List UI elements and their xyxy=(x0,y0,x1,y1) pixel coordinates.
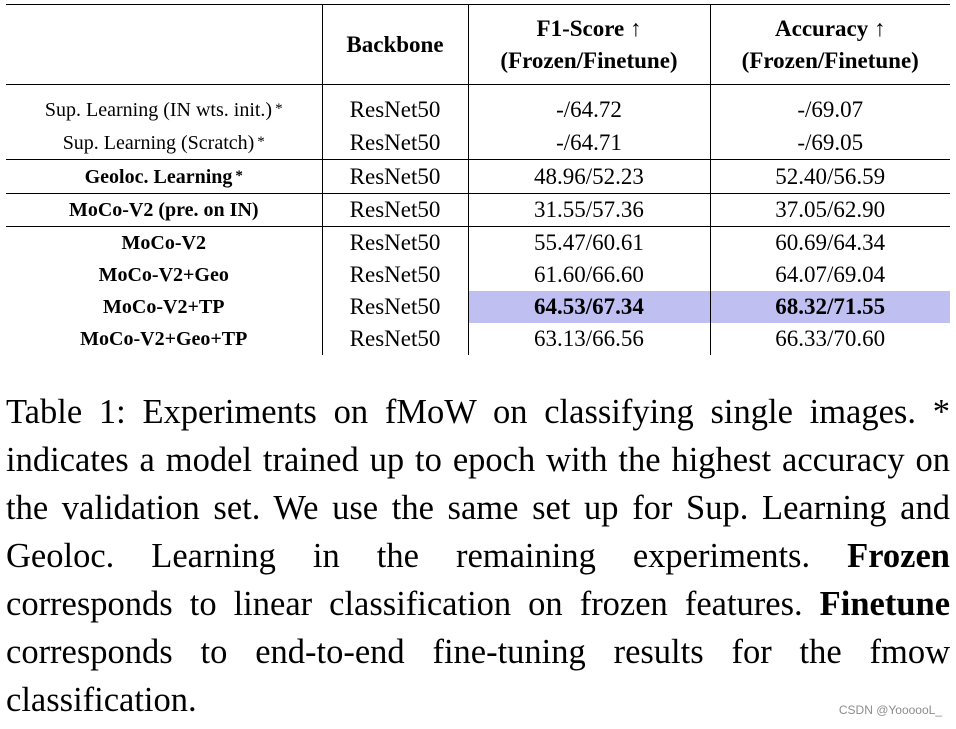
header-f1-score: F1-Score ↑ (Frozen/Finetune) xyxy=(467,4,710,85)
row-accuracy: -/69.05 xyxy=(709,126,950,160)
method-label: Sup. Learning (IN wts. init.) xyxy=(44,99,273,121)
row-backbone: ResNet50 xyxy=(321,259,468,291)
row-backbone: ResNet50 xyxy=(321,291,468,323)
row-backbone: ResNet50 xyxy=(321,93,468,126)
row-method: Geoloc. Learning * xyxy=(6,160,322,194)
method-label: MoCo-V2+Geo xyxy=(98,264,229,286)
row-method: Sup. Learning (IN wts. init.) * xyxy=(6,93,322,126)
row-accuracy: 37.05/62.90 xyxy=(709,193,950,227)
row-accuracy: 64.07/69.04 xyxy=(709,259,950,291)
table-row: Sup. Learning (IN wts. init.) * ResNet50 … xyxy=(6,93,950,126)
spacer-row xyxy=(6,84,950,93)
results-table-container: Backbone F1-Score ↑ (Frozen/Finetune) Ac… xyxy=(6,4,950,355)
row-f1: 63.13/66.56 xyxy=(467,323,710,355)
method-label: MoCo-V2 (pre. on IN) xyxy=(68,199,259,221)
results-table: Backbone F1-Score ↑ (Frozen/Finetune) Ac… xyxy=(6,4,950,355)
table-row: MoCo-V2 (pre. on IN) ResNet50 31.55/57.3… xyxy=(6,193,950,227)
row-backbone: ResNet50 xyxy=(321,323,468,355)
row-f1: 55.47/60.61 xyxy=(467,226,710,259)
method-label: MoCo-V2 xyxy=(121,232,206,254)
method-label: MoCo-V2+Geo+TP xyxy=(80,328,248,350)
row-method: MoCo-V2+Geo+TP xyxy=(6,323,322,355)
table-row: MoCo-V2+Geo ResNet50 61.60/66.60 64.07/6… xyxy=(6,259,950,291)
row-accuracy-best: 68.32/71.55 xyxy=(709,291,950,323)
row-accuracy: 66.33/70.60 xyxy=(709,323,950,355)
header-acc-line1: Accuracy ↑ xyxy=(775,15,886,41)
header-f1-line2: (Frozen/Finetune) xyxy=(500,47,678,73)
header-method xyxy=(6,5,322,85)
row-accuracy: -/69.07 xyxy=(709,93,950,126)
row-method: Sup. Learning (Scratch) * xyxy=(6,126,322,160)
row-accuracy: 60.69/64.34 xyxy=(709,226,950,259)
row-method: MoCo-V2 xyxy=(6,227,322,260)
header-backbone: Backbone xyxy=(321,4,468,85)
asterisk-mark: * xyxy=(235,168,243,184)
row-accuracy: 52.40/56.59 xyxy=(709,159,950,194)
header-accuracy: Accuracy ↑ (Frozen/Finetune) xyxy=(709,4,950,85)
caption-frozen-term: Frozen xyxy=(847,537,950,575)
table-caption: Table 1: Experiments on fMoW on classify… xyxy=(6,388,950,724)
row-backbone: ResNet50 xyxy=(321,126,468,160)
row-f1: -/64.71 xyxy=(467,126,710,160)
row-backbone: ResNet50 xyxy=(321,226,468,259)
header-f1-line1: F1-Score ↑ xyxy=(536,15,642,41)
watermark: CSDN @YoooooL_ xyxy=(838,703,942,717)
method-label: Geoloc. Learning xyxy=(84,166,233,188)
row-f1: 31.55/57.36 xyxy=(467,193,710,227)
row-f1-best: 64.53/67.34 xyxy=(467,291,710,323)
caption-finetune-desc: corresponds to end-to-end fine-tuning re… xyxy=(6,633,950,719)
row-backbone: ResNet50 xyxy=(321,159,468,194)
row-method: MoCo-V2 (pre. on IN) xyxy=(6,194,322,227)
header-row: Backbone F1-Score ↑ (Frozen/Finetune) Ac… xyxy=(6,4,950,85)
method-label: Sup. Learning (Scratch) xyxy=(62,132,255,154)
table-row: Geoloc. Learning * ResNet50 48.96/52.23 5… xyxy=(6,159,950,194)
row-f1: -/64.72 xyxy=(467,93,710,126)
caption-finetune-term: Finetune xyxy=(819,585,951,623)
method-label: MoCo-V2+TP xyxy=(103,296,225,318)
asterisk-mark: * xyxy=(275,101,283,117)
row-f1: 61.60/66.60 xyxy=(467,259,710,291)
table-row: Sup. Learning (Scratch) * ResNet50 -/64.7… xyxy=(6,126,950,160)
caption-intro: Table 1: Experiments on fMoW on classify… xyxy=(6,393,950,575)
row-f1: 48.96/52.23 xyxy=(467,159,710,194)
row-backbone: ResNet50 xyxy=(321,193,468,227)
row-method: MoCo-V2+TP xyxy=(6,291,322,323)
table-row: MoCo-V2 ResNet50 55.47/60.61 60.69/64.34 xyxy=(6,226,950,260)
row-method: MoCo-V2+Geo xyxy=(6,259,322,291)
header-acc-line2: (Frozen/Finetune) xyxy=(741,47,919,73)
asterisk-mark: * xyxy=(257,134,265,150)
caption-frozen-desc: corresponds to linear classification on … xyxy=(6,585,803,623)
table-row-highlighted: MoCo-V2+TP ResNet50 64.53/67.34 68.32/71… xyxy=(6,291,950,323)
table-row: MoCo-V2+Geo+TP ResNet50 63.13/66.56 66.3… xyxy=(6,323,950,355)
